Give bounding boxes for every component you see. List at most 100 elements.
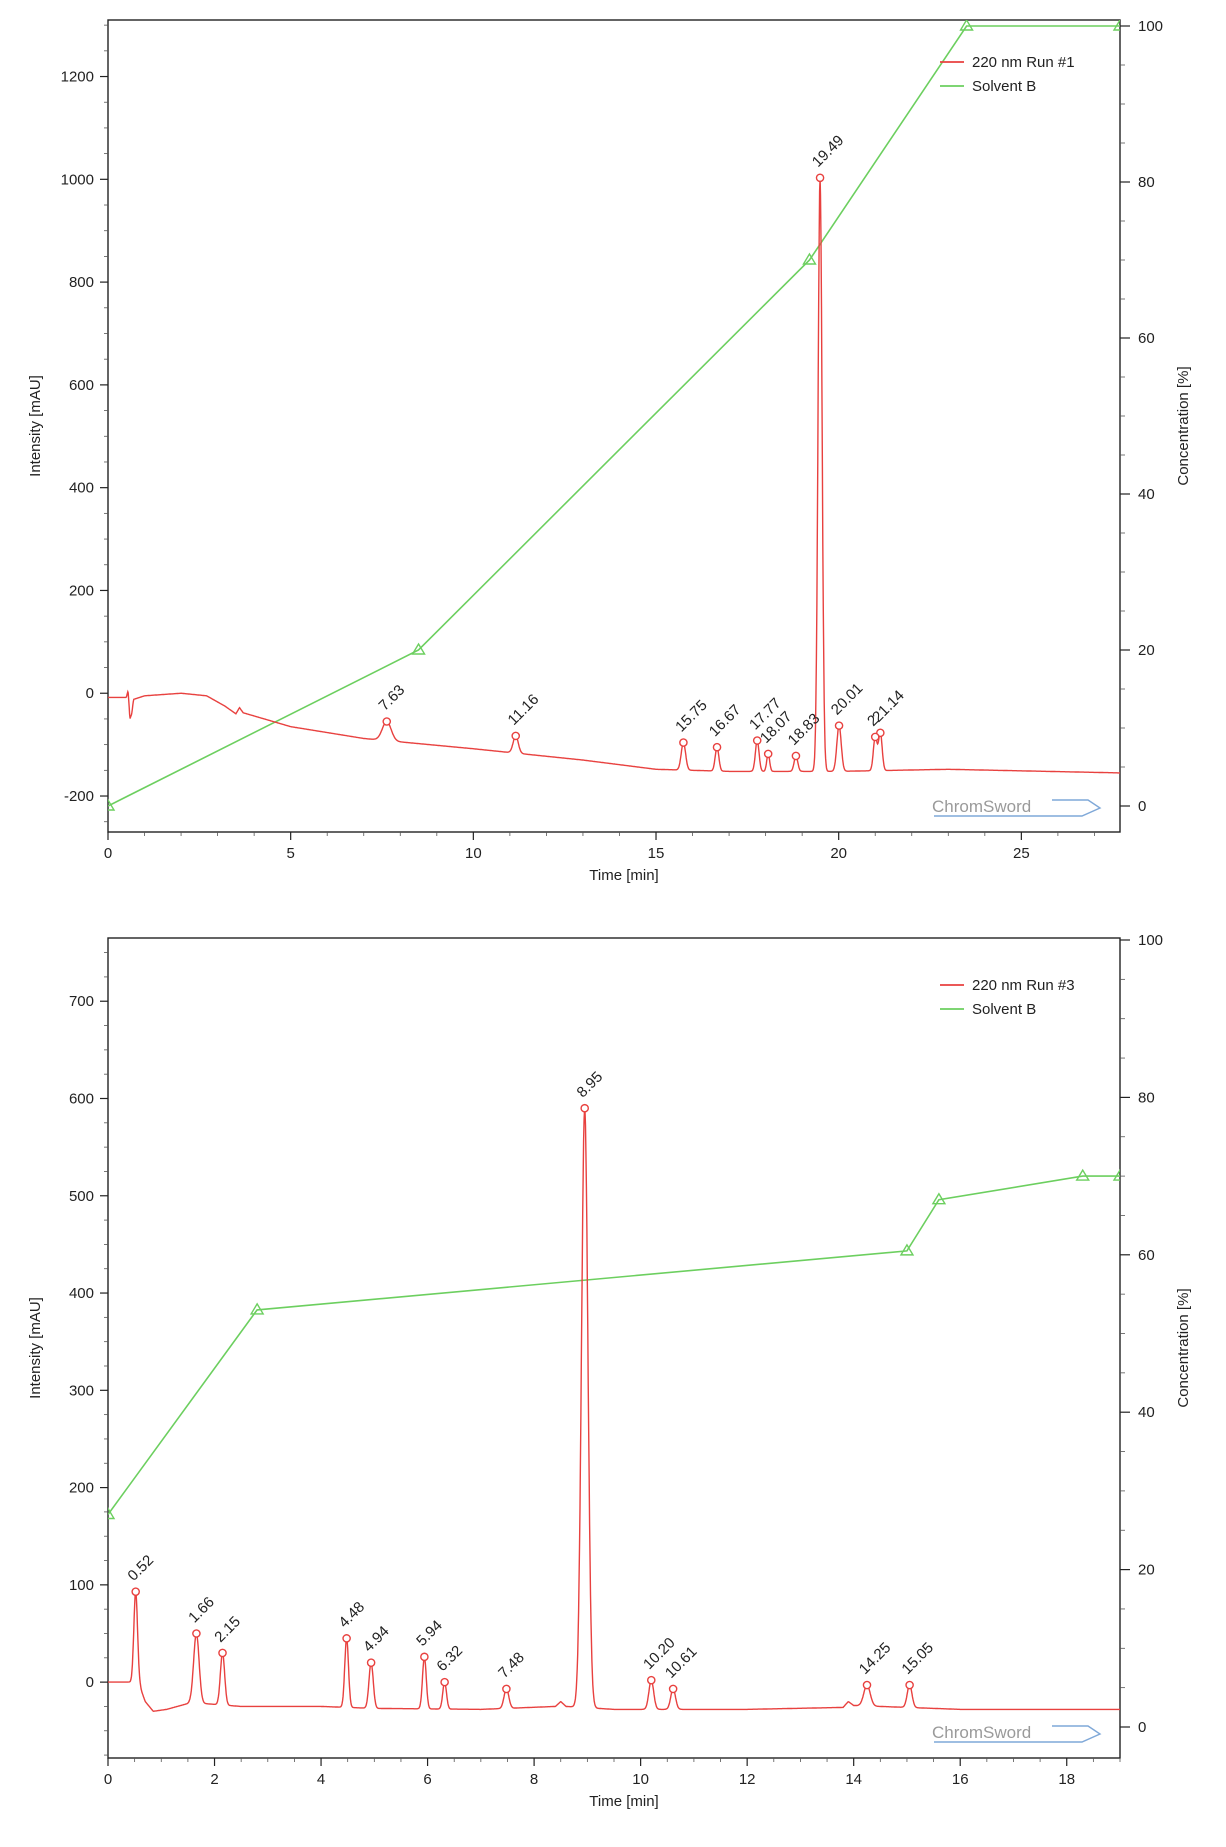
peak-marker: [580, 1103, 590, 1113]
x-tick-label: 6: [423, 1771, 431, 1788]
peak-marker: [712, 742, 722, 752]
solvent-b-line: [108, 1175, 1120, 1515]
peak-marker: [668, 1684, 678, 1694]
peak-marker: [763, 749, 773, 759]
y2-tick-label: 60: [1138, 1247, 1155, 1264]
peak-label: 4.48: [335, 1599, 368, 1632]
peak-marker: [679, 738, 688, 747]
x-tick-label: 0: [104, 1771, 112, 1788]
peak-label: 19.49: [809, 132, 848, 171]
solvent-b-marker: [931, 1192, 947, 1205]
y-tick-label: 0: [86, 685, 94, 702]
signal-trace: [108, 1108, 1120, 1713]
y2-tick-label: 0: [1138, 1719, 1146, 1736]
x-axis-title: Time [min]: [589, 867, 658, 884]
x-tick-label: 12: [739, 1771, 756, 1788]
peak-marker: [752, 736, 762, 745]
watermark-text: ChromSword: [932, 1723, 1031, 1742]
peak-label: 11.16: [505, 691, 543, 729]
watermark-arrow-icon: [934, 1725, 1102, 1743]
solvent-b-marker: [108, 1507, 116, 1520]
x-tick-label: 15: [648, 845, 665, 862]
legend-label: Solvent B: [972, 1001, 1036, 1018]
x-tick-label: 0: [104, 845, 112, 862]
plot-frame: [107, 937, 1121, 1759]
solvent-b-marker: [411, 642, 426, 655]
peak-marker: [131, 1587, 140, 1596]
peak-marker: [382, 717, 392, 726]
peak-label: 20.01: [828, 680, 867, 719]
y-tick-label: 1200: [61, 69, 94, 86]
peak-label: 8.95: [574, 1068, 607, 1101]
y2-axis-title: Concentration [%]: [1175, 366, 1192, 485]
y2-tick-label: 80: [1138, 1089, 1155, 1106]
y-tick-label: 800: [69, 274, 94, 291]
y2-tick-label: 60: [1138, 330, 1155, 347]
plot-area: [108, 20, 1120, 811]
peak-marker: [905, 1680, 914, 1690]
peak-marker: [862, 1680, 872, 1690]
y-tick-label: 500: [69, 1188, 94, 1205]
watermark-arrow-icon: [934, 799, 1102, 817]
y-tick-label: 300: [69, 1382, 94, 1399]
peak-marker: [192, 1629, 201, 1638]
y2-tick-label: 80: [1138, 174, 1155, 191]
peak-marker: [342, 1634, 351, 1643]
peak-marker: [815, 173, 825, 183]
peak-marker: [502, 1684, 511, 1694]
peak-label: 1.66: [185, 1594, 218, 1627]
x-tick-label: 2: [210, 1771, 218, 1788]
solvent-b-marker: [249, 1302, 265, 1315]
x-tick-label: 8: [530, 1771, 538, 1788]
solvent-b-marker: [1112, 20, 1120, 31]
y-tick-label: 400: [69, 480, 94, 497]
solvent-b-marker: [108, 798, 116, 811]
y2-tick-label: 40: [1138, 486, 1155, 503]
y-tick-label: 0: [86, 1674, 94, 1691]
solvent-b-line: [108, 25, 1120, 807]
y2-tick-label: 100: [1138, 932, 1163, 949]
x-tick-label: 16: [952, 1771, 969, 1788]
peak-label: 6.32: [433, 1642, 466, 1675]
plot-frame: [107, 19, 1121, 833]
legend-label: 220 nm Run #1: [972, 54, 1075, 71]
peak-marker: [646, 1675, 656, 1685]
peak-label: 16.67: [706, 701, 745, 740]
y-tick-label: 700: [69, 993, 94, 1010]
peak-label: 4.94: [360, 1623, 393, 1656]
y-axis-title: Intensity [mAU]: [27, 375, 44, 477]
y-axis-title: Intensity [mAU]: [27, 1297, 44, 1399]
watermark-text: ChromSword: [932, 797, 1031, 816]
chromsword-watermark: ChromSword: [932, 797, 1102, 817]
y2-tick-label: 0: [1138, 798, 1146, 815]
y-tick-label: 600: [69, 377, 94, 394]
solvent-b-marker: [899, 1243, 915, 1256]
y-tick-label: -200: [64, 788, 94, 805]
solvent-b-marker: [959, 20, 974, 31]
peak-marker: [834, 721, 844, 730]
x-tick-label: 25: [1013, 845, 1030, 862]
peak-marker: [870, 732, 880, 742]
peak-label: 7.63: [376, 682, 409, 715]
y2-tick-label: 20: [1138, 642, 1155, 659]
y-tick-label: 400: [69, 1285, 94, 1302]
solvent-b-marker: [1112, 1168, 1120, 1181]
solvent-b-marker: [1075, 1168, 1090, 1181]
peak-marker: [366, 1658, 376, 1667]
y-tick-label: 600: [69, 1090, 94, 1107]
x-tick-label: 10: [465, 845, 482, 862]
peak-marker: [420, 1652, 429, 1662]
peak-marker: [511, 731, 521, 741]
y-tick-label: 200: [69, 582, 94, 599]
peak-label: 2.15: [211, 1613, 244, 1646]
y-tick-label: 1000: [61, 171, 94, 188]
y2-tick-label: 20: [1138, 1562, 1155, 1579]
solvent-b-marker: [802, 252, 817, 265]
plot-area: [108, 1108, 1120, 1713]
peak-label: 5.94: [413, 1617, 446, 1650]
x-axis-title: Time [min]: [589, 1793, 658, 1810]
peak-label: 14.25: [856, 1639, 895, 1678]
y-tick-label: 100: [69, 1577, 94, 1594]
